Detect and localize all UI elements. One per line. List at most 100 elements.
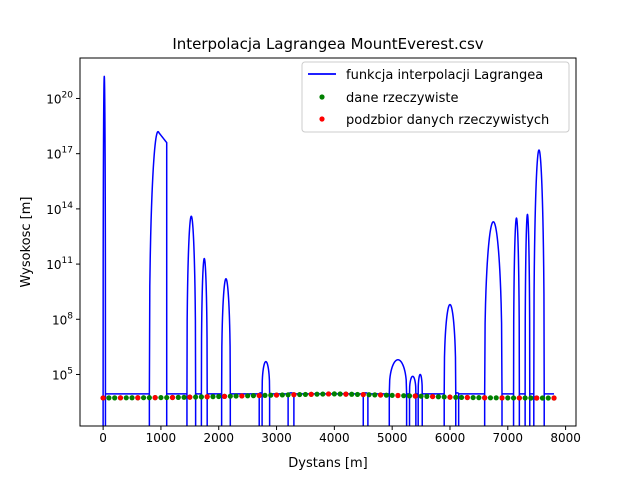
subset-data-point xyxy=(395,392,401,399)
real-data-point xyxy=(331,391,337,397)
real-data-point xyxy=(349,391,355,397)
subset-data-point xyxy=(464,394,470,401)
subset-data-point xyxy=(482,395,488,401)
real-data-point xyxy=(366,392,372,398)
real-data-point xyxy=(493,395,499,401)
real-data-point xyxy=(522,395,528,401)
x-tick-label: 0 xyxy=(99,431,107,445)
subset-data-point xyxy=(343,391,349,397)
x-axis-label: Dystans [m] xyxy=(288,456,368,471)
real-data-point xyxy=(401,393,407,399)
real-data-point xyxy=(285,392,291,398)
subset-data-point xyxy=(221,393,228,399)
real-data-point xyxy=(453,394,459,400)
subset-data-point xyxy=(447,394,453,400)
real-data-point xyxy=(424,393,430,399)
subset-data-point xyxy=(430,393,436,400)
real-data-point xyxy=(198,394,204,400)
plot-layer xyxy=(100,75,557,426)
real-data-point xyxy=(245,393,251,399)
real-data-point xyxy=(406,393,413,399)
real-data-point xyxy=(372,392,378,398)
real-data-point xyxy=(146,395,152,401)
real-data-point xyxy=(354,391,361,398)
legend-label-interpolation: funkcja interpolacji Lagrangea xyxy=(346,68,543,83)
real-data-point xyxy=(123,395,129,401)
subset-data-point xyxy=(516,395,522,401)
tick-layer: 0 1000 2000 3000 4000 5000 6000 7000 8000 105 108 1… xyxy=(46,90,581,445)
x-tick-label: 1000 xyxy=(146,431,177,445)
real-data-point xyxy=(250,393,257,399)
subset-data-point xyxy=(325,391,332,397)
subset-data-point xyxy=(360,391,366,398)
y-tick-label: 1014 xyxy=(46,201,73,217)
y-axis-label: Wysokosc [m] xyxy=(19,197,34,288)
real-data-point xyxy=(487,395,494,401)
real-data-point xyxy=(193,394,199,400)
subset-data-point xyxy=(273,392,280,398)
axes-frame xyxy=(79,57,577,427)
interpolation-line xyxy=(102,75,555,426)
y-tick-label: 1020 xyxy=(46,90,73,106)
real-data-point xyxy=(458,394,465,401)
subset-data-point xyxy=(534,395,540,401)
real-data-point xyxy=(268,392,274,398)
subset-data-point xyxy=(239,393,245,399)
real-data-point xyxy=(106,395,112,401)
legend-label-subset: podzbior danych rzeczywistych xyxy=(346,113,549,128)
real-data-point xyxy=(210,394,216,400)
subset-data-point xyxy=(100,395,106,401)
real-data-point xyxy=(302,391,309,398)
legend-box xyxy=(301,61,570,133)
real-data-point xyxy=(418,393,424,399)
subset-data-point xyxy=(499,395,505,401)
subset-data-point xyxy=(256,392,262,399)
y-tick-label: 105 xyxy=(52,366,73,382)
real-data-point xyxy=(140,395,147,401)
real-data-point xyxy=(227,393,233,399)
real-data-point xyxy=(470,394,476,401)
real-data-point xyxy=(216,393,222,400)
y-tick-label: 1011 xyxy=(46,256,73,272)
real-data-point xyxy=(337,391,343,397)
subset-data-point xyxy=(412,393,418,399)
real-data-point xyxy=(383,392,389,398)
legend-label-real-data: dane rzeczywiste xyxy=(346,91,459,106)
legend: funkcja interpolacji Lagrangea dane rzec… xyxy=(301,61,570,133)
subset-data-point xyxy=(187,394,193,400)
real-data-point xyxy=(441,394,447,400)
real-data-point xyxy=(158,394,164,401)
real-data-point xyxy=(112,395,118,401)
y-tick-label: 108 xyxy=(52,311,73,327)
subset-data-point xyxy=(378,392,384,398)
real-data-point xyxy=(262,392,268,398)
subset-data-point xyxy=(117,395,124,401)
subset-data-point xyxy=(204,394,210,400)
real-data-point xyxy=(545,395,551,401)
subset-data-point xyxy=(551,395,557,401)
real-data-point xyxy=(175,394,181,400)
x-tick-label: 2000 xyxy=(203,431,234,445)
real-data-point xyxy=(510,395,517,401)
subset-data-point xyxy=(152,395,158,401)
x-tick-label: 4000 xyxy=(319,431,350,445)
legend-green-dot-marker xyxy=(319,94,325,100)
real-data-point xyxy=(476,395,482,401)
chart-title: Interpolacja Lagrangea MountEverest.csv xyxy=(172,35,483,53)
real-data-point xyxy=(314,391,320,397)
subset-data-point xyxy=(169,394,176,401)
real-data-point xyxy=(539,395,546,401)
x-tick-label: 3000 xyxy=(261,431,292,445)
subset-data-point xyxy=(135,395,141,401)
real-data-point xyxy=(320,391,326,397)
real-data-point xyxy=(279,392,285,398)
real-data-point xyxy=(505,395,511,401)
subset-data-point xyxy=(291,392,297,398)
real-data-point xyxy=(181,394,187,400)
x-tick-label: 6000 xyxy=(435,431,466,445)
real-data-point xyxy=(297,391,303,398)
x-tick-label: 8000 xyxy=(550,431,581,445)
real-data-point xyxy=(233,393,239,399)
